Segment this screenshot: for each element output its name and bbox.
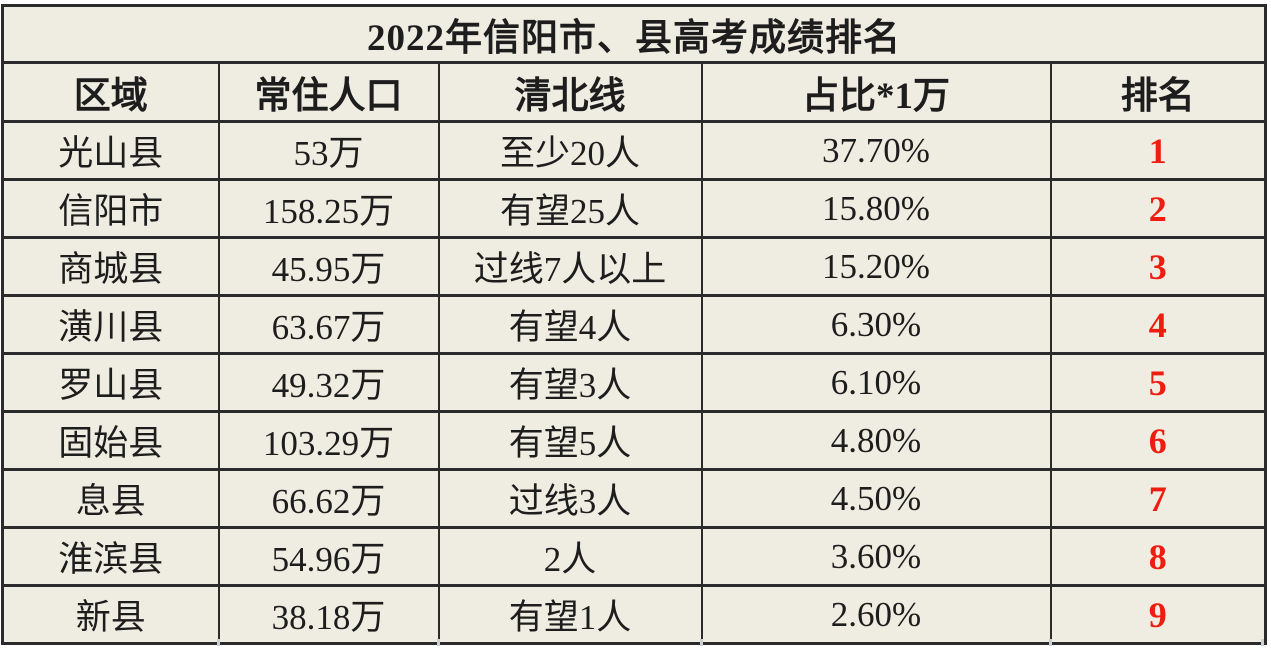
cell-region: 固始县 — [1, 410, 220, 471]
cell-population: 158.25万 — [217, 178, 440, 239]
cell-rank: 4 — [1049, 294, 1267, 355]
gridline-tick — [1261, 639, 1264, 646]
gridline-tick — [1049, 639, 1052, 646]
cell-ratio: 2.60% — [700, 584, 1052, 645]
cell-population: 45.95万 — [217, 236, 440, 297]
cell-region: 潢川县 — [1, 294, 220, 355]
table-row: 商城县 45.95万 过线7人以上 15.20% 3 — [1, 236, 1267, 297]
cell-population: 38.18万 — [217, 584, 440, 645]
table-header-row: 区域 常住人口 清北线 占比*1万 排名 — [1, 61, 1267, 123]
cell-rank: 7 — [1049, 468, 1267, 529]
header-qingbei-line: 清北线 — [437, 61, 703, 123]
cell-qingbei: 有望25人 — [437, 178, 703, 239]
cell-ratio: 4.80% — [700, 410, 1052, 471]
cell-qingbei: 过线3人 — [437, 468, 703, 529]
table-row: 信阳市 158.25万 有望25人 15.80% 2 — [1, 178, 1267, 239]
cell-region: 新县 — [1, 584, 220, 645]
cell-region: 商城县 — [1, 236, 220, 297]
cell-population: 63.67万 — [217, 294, 440, 355]
cell-qingbei: 有望5人 — [437, 410, 703, 471]
cell-ratio: 4.50% — [700, 468, 1052, 529]
cell-qingbei: 有望4人 — [437, 294, 703, 355]
cell-qingbei: 至少20人 — [437, 120, 703, 181]
header-population: 常住人口 — [217, 61, 440, 123]
cell-region: 信阳市 — [1, 178, 220, 239]
gaokao-ranking-table: 2022年信阳市、县高考成绩排名 区域 常住人口 清北线 占比*1万 排名 光山… — [1, 4, 1268, 645]
table-row: 光山县 53万 至少20人 37.70% 1 — [1, 120, 1267, 181]
table-row: 固始县 103.29万 有望5人 4.80% 6 — [1, 410, 1267, 471]
cell-region: 光山县 — [1, 120, 220, 181]
cell-population: 54.96万 — [217, 526, 440, 587]
cell-ratio: 6.10% — [700, 352, 1052, 413]
cell-rank: 8 — [1049, 526, 1267, 587]
header-region: 区域 — [1, 61, 220, 123]
cell-rank: 6 — [1049, 410, 1267, 471]
table-title: 2022年信阳市、县高考成绩排名 — [1, 4, 1267, 64]
cell-rank: 2 — [1049, 178, 1267, 239]
header-ratio: 占比*1万 — [700, 61, 1052, 123]
gridline-tick — [437, 639, 440, 646]
cell-region: 淮滨县 — [1, 526, 220, 587]
cell-ratio: 6.30% — [700, 294, 1052, 355]
cell-ratio: 15.80% — [700, 178, 1052, 239]
table-row: 息县 66.62万 过线3人 4.50% 7 — [1, 468, 1267, 529]
cell-rank: 3 — [1049, 236, 1267, 297]
cell-rank: 9 — [1049, 584, 1267, 645]
table-row: 罗山县 49.32万 有望3人 6.10% 5 — [1, 352, 1267, 413]
table-row: 新县 38.18万 有望1人 2.60% 9 — [1, 584, 1267, 645]
table-row: 淮滨县 54.96万 2人 3.60% 8 — [1, 526, 1267, 587]
cell-rank: 5 — [1049, 352, 1267, 413]
table-row: 潢川县 63.67万 有望4人 6.30% 4 — [1, 294, 1267, 355]
gridline-tick — [217, 639, 220, 646]
cell-ratio: 3.60% — [700, 526, 1052, 587]
cell-population: 49.32万 — [217, 352, 440, 413]
cell-population: 66.62万 — [217, 468, 440, 529]
cell-ratio: 15.20% — [700, 236, 1052, 297]
cell-region: 罗山县 — [1, 352, 220, 413]
table-row: 2022年信阳市、县高考成绩排名 — [1, 4, 1267, 64]
cell-population: 53万 — [217, 120, 440, 181]
cell-qingbei: 过线7人以上 — [437, 236, 703, 297]
cell-qingbei: 有望1人 — [437, 584, 703, 645]
cell-region: 息县 — [1, 468, 220, 529]
cell-qingbei: 2人 — [437, 526, 703, 587]
cell-ratio: 37.70% — [700, 120, 1052, 181]
header-rank: 排名 — [1049, 61, 1267, 123]
cell-qingbei: 有望3人 — [437, 352, 703, 413]
cell-rank: 1 — [1049, 120, 1267, 181]
gridline-tick — [700, 639, 703, 646]
cell-population: 103.29万 — [217, 410, 440, 471]
